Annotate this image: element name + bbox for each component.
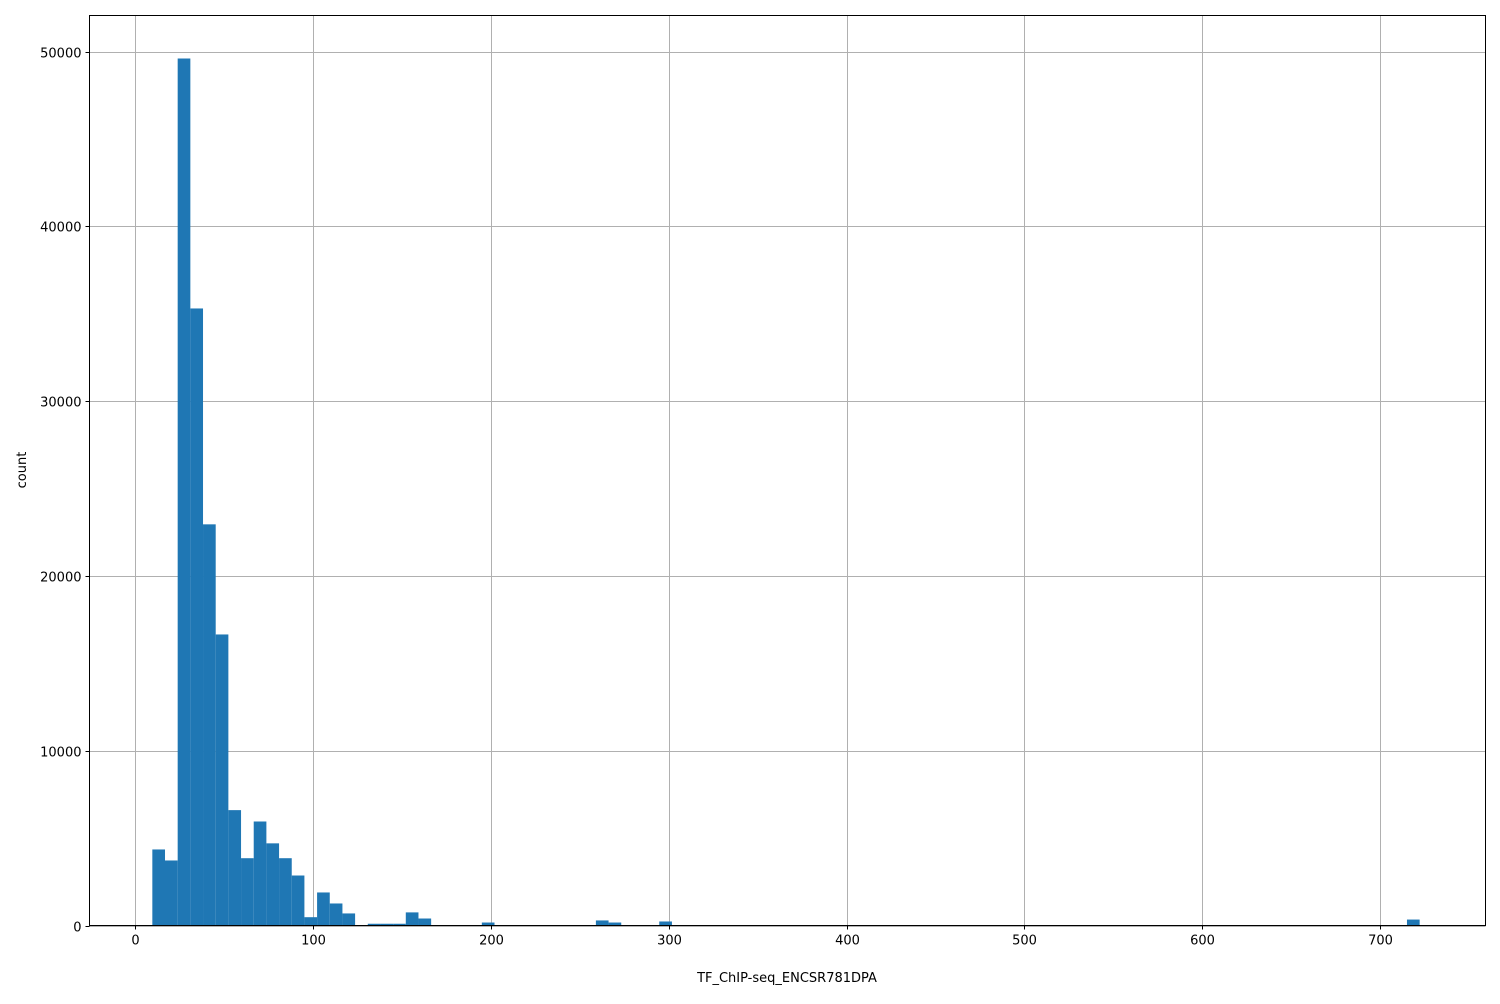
y-tick-label: 50000 — [40, 47, 81, 62]
histogram-bar — [329, 903, 343, 926]
histogram-bar — [177, 58, 191, 926]
histogram-bar — [380, 923, 394, 926]
histogram-bar — [291, 875, 305, 926]
ticks: 0 100 200 300 400 500 600 700 0 10000 20000 30000 40… — [40, 47, 1393, 949]
x-tick-label: 500 — [1012, 934, 1037, 949]
histogram-bar — [228, 810, 242, 926]
histogram-bar — [266, 843, 280, 926]
y-tick-label: 10000 — [40, 746, 81, 761]
y-tick-label: 0 — [73, 921, 81, 936]
histogram-bar — [481, 922, 495, 926]
x-tick-label: 0 — [131, 934, 139, 949]
grid — [89, 15, 1486, 927]
axes-frame — [89, 15, 1486, 926]
bars — [152, 58, 1420, 926]
histogram-bar — [190, 308, 204, 926]
histogram-bar — [659, 921, 672, 926]
histogram-bar — [595, 920, 609, 926]
x-tick-label: 300 — [657, 934, 682, 949]
histogram-bar — [608, 922, 622, 926]
x-tick-label: 100 — [301, 934, 326, 949]
x-tick-label: 700 — [1368, 934, 1393, 949]
y-tick-label: 30000 — [40, 396, 81, 411]
x-tick-label: 600 — [1190, 934, 1215, 949]
histogram-bar — [317, 892, 330, 926]
y-axis-label: count — [15, 452, 30, 489]
histogram-bar — [304, 917, 318, 926]
histogram-bar — [279, 858, 292, 926]
histogram-bar — [418, 918, 432, 926]
histogram-bar — [405, 912, 419, 926]
histogram-bar — [165, 860, 178, 926]
histogram-bar — [253, 821, 267, 926]
histogram-bar — [342, 913, 356, 926]
x-tick-label: 400 — [835, 934, 860, 949]
histogram-bar — [203, 524, 216, 926]
x-axis-label: TF_ChIP-seq_ENCSR781DPA — [696, 971, 877, 986]
histogram-bar — [152, 849, 166, 926]
x-tick-label: 200 — [479, 934, 504, 949]
histogram-bar — [241, 858, 254, 926]
histogram-bar — [367, 923, 381, 926]
histogram-bar — [393, 923, 406, 926]
histogram-bar — [215, 634, 229, 926]
y-tick-label: 40000 — [40, 221, 81, 236]
histogram-bar — [1406, 919, 1420, 926]
y-tick-label: 20000 — [40, 571, 81, 586]
